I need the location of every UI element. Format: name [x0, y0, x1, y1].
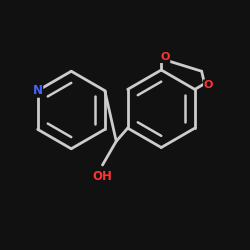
Text: O: O	[204, 80, 213, 90]
Text: O: O	[160, 52, 170, 62]
Text: N: N	[33, 84, 43, 97]
Text: OH: OH	[92, 170, 112, 183]
